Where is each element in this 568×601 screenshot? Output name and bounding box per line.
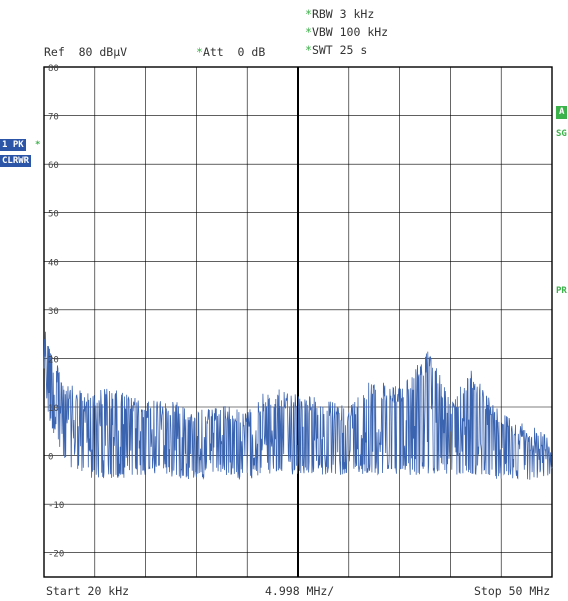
side-flag-sgl: SG bbox=[556, 129, 567, 139]
y-tick-label: 10 bbox=[48, 404, 59, 414]
y-tick-label: 60 bbox=[48, 161, 59, 171]
y-tick-label: 50 bbox=[48, 210, 59, 220]
side-flag-pr: PR bbox=[556, 286, 567, 296]
stop-frequency: Stop 50 MHz bbox=[474, 584, 551, 598]
y-tick-label: 30 bbox=[48, 307, 59, 317]
sweep-time-readout: *SWT 25 s bbox=[305, 43, 368, 57]
attenuation-readout: *Att 0 dB bbox=[196, 45, 266, 59]
span-per-division: 4.998 MHz/ bbox=[265, 584, 335, 598]
trace-mode-badge[interactable]: CLRWR bbox=[0, 155, 32, 167]
y-tick-label: 80 bbox=[48, 64, 59, 74]
reference-level: Ref 80 dBµV bbox=[44, 45, 128, 59]
y-tick-label: -10 bbox=[48, 501, 64, 511]
start-frequency: Start 20 kHz bbox=[46, 584, 130, 598]
trace-1 bbox=[43, 331, 553, 480]
trace-line bbox=[43, 331, 553, 480]
rbw-readout: *RBW 3 kHz bbox=[305, 7, 375, 21]
y-tick-label: -20 bbox=[48, 550, 64, 560]
y-tick-label: 0 bbox=[48, 453, 53, 463]
vbw-readout: *VBW 100 kHz bbox=[305, 25, 389, 39]
y-tick-label: 40 bbox=[48, 258, 59, 268]
y-tick-label: 70 bbox=[48, 113, 59, 123]
y-axis-labels: 80 70 60 50 40 30 20 10 0 -10 -20 bbox=[48, 64, 64, 560]
trace-badge-star: * bbox=[35, 140, 41, 150]
trace-detector-badge[interactable]: 1 PK bbox=[0, 139, 26, 151]
side-flag-a: A bbox=[556, 106, 568, 119]
plot-grid bbox=[43, 66, 553, 578]
y-tick-label: 20 bbox=[48, 355, 59, 365]
